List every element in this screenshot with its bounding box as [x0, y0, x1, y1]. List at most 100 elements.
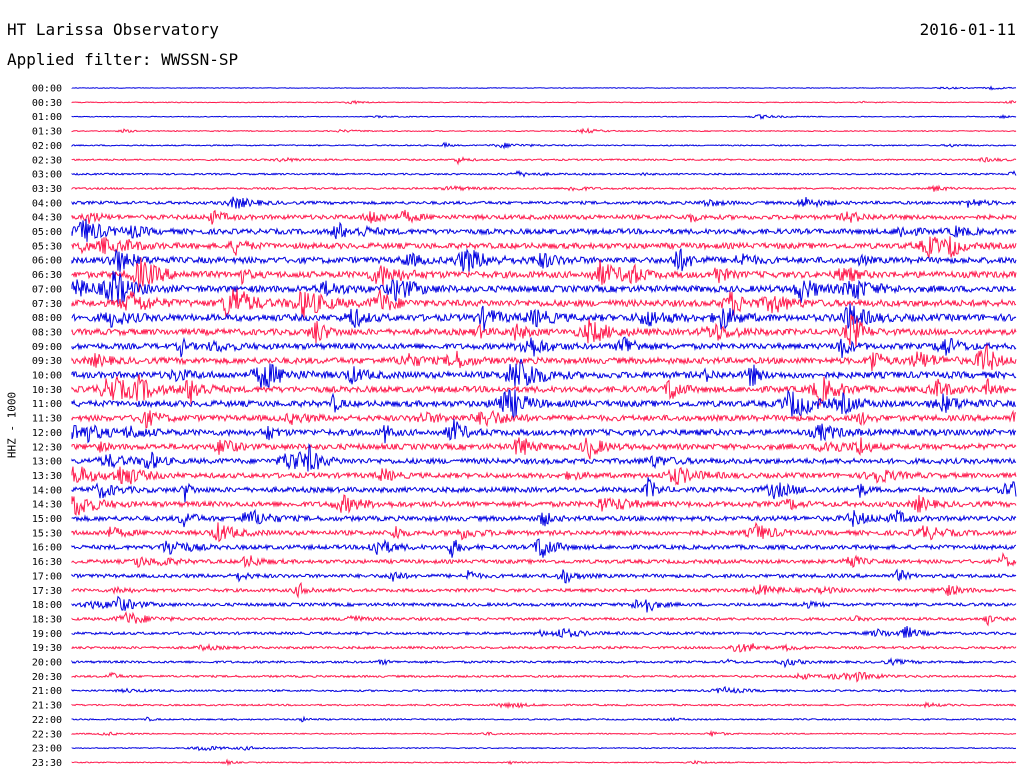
row-time-label: 03:00: [32, 170, 62, 181]
row-time-label: 13:30: [32, 471, 62, 482]
row-time-label: 20:00: [32, 658, 62, 669]
row-time-label: 17:30: [32, 586, 62, 597]
row-time-label: 22:30: [32, 729, 62, 740]
row-time-label: 16:00: [32, 543, 62, 554]
row-time-label: 10:30: [32, 385, 62, 396]
row-time-label: 08:30: [32, 327, 62, 338]
row-time-label: 11:00: [32, 399, 62, 410]
row-time-label: 15:30: [32, 528, 62, 539]
seismic-trace: [71, 715, 1017, 723]
row-time-label: 10:00: [32, 371, 62, 382]
row-time-label: 07:00: [32, 284, 62, 295]
row-time-label: 09:00: [32, 342, 62, 353]
row-time-label: 20:30: [32, 672, 62, 683]
seismic-trace: [71, 418, 1017, 444]
seismic-trace: [71, 141, 1017, 150]
row-time-label: 18:30: [32, 614, 62, 625]
seismic-trace: [71, 303, 1017, 331]
row-time-label: 23:30: [32, 758, 62, 769]
row-time-label: 21:00: [32, 686, 62, 697]
seismic-trace: [71, 581, 1017, 599]
seismic-trace: [71, 374, 1017, 407]
seismic-trace: [71, 758, 1017, 767]
row-time-label: 06:30: [32, 270, 62, 281]
row-time-label: 08:00: [32, 313, 62, 324]
seismic-trace: [71, 114, 1017, 120]
seismic-trace: [71, 99, 1017, 105]
row-time-label: 05:30: [32, 241, 62, 252]
row-time-label: 23:00: [32, 744, 62, 755]
trace-group: [71, 85, 1017, 767]
seismic-trace: [71, 568, 1017, 584]
row-time-label: 15:00: [32, 514, 62, 525]
seismic-trace: [71, 626, 1017, 639]
row-time-label: 11:30: [32, 414, 62, 425]
seismic-trace: [71, 437, 1017, 460]
row-time-label: 02:30: [32, 155, 62, 166]
row-time-label: 06:00: [32, 256, 62, 267]
row-time-label: 01:30: [32, 127, 62, 138]
seismic-trace: [71, 671, 1017, 683]
seismic-trace: [71, 494, 1017, 516]
tick-label-group: 00:00 00:30 01:00 01:30 02:00 02:30 03:00 03:30…: [32, 84, 62, 769]
seismic-trace: [71, 610, 1017, 627]
seismic-trace: [71, 521, 1017, 543]
row-time-label: 18:00: [32, 600, 62, 611]
row-time-label: 13:00: [32, 457, 62, 468]
seismic-trace: [71, 169, 1017, 178]
seismic-trace: [71, 196, 1017, 209]
seismic-trace: [71, 442, 1017, 472]
row-time-label: 12:30: [32, 442, 62, 453]
seismic-trace: [71, 657, 1017, 669]
row-time-label: 21:30: [32, 701, 62, 712]
row-time-label: 12:00: [32, 428, 62, 439]
seismic-trace: [71, 85, 1017, 91]
seismic-trace: [71, 508, 1017, 528]
seismic-trace: [71, 184, 1017, 192]
row-time-label: 00:30: [32, 98, 62, 109]
seismic-trace: [71, 643, 1017, 653]
seismic-trace: [71, 409, 1017, 429]
seismic-trace: [71, 729, 1017, 737]
seismic-trace: [71, 745, 1016, 752]
seismic-trace: [71, 358, 1017, 390]
row-time-label: 19:00: [32, 629, 62, 640]
row-time-label: 14:00: [32, 485, 62, 496]
row-time-label: 04:30: [32, 213, 62, 224]
seismic-trace: [71, 209, 1017, 225]
seismic-trace: [71, 236, 1017, 259]
record-date: 2016-01-11: [919, 20, 1016, 39]
seismic-trace: [71, 127, 1017, 135]
seismic-trace: [71, 257, 1017, 293]
seismic-trace: [71, 701, 1016, 710]
row-time-label: 01:00: [32, 112, 62, 123]
row-time-label: 17:00: [32, 571, 62, 582]
row-time-label: 14:30: [32, 500, 62, 511]
seismic-trace: [71, 388, 1017, 420]
row-time-label: 00:00: [32, 84, 62, 95]
row-time-label: 07:30: [32, 299, 62, 310]
row-time-label: 03:30: [32, 184, 62, 195]
seismic-trace: [71, 156, 1017, 166]
row-time-label: 19:30: [32, 643, 62, 654]
seismic-trace: [71, 466, 1017, 486]
seismic-trace: [71, 685, 1017, 694]
row-time-label: 02:00: [32, 141, 62, 152]
row-time-label: 04:00: [32, 198, 62, 209]
seismic-trace: [71, 218, 1017, 242]
seismic-trace: [71, 552, 1017, 569]
filter-label: Applied filter: WWSSN-SP: [7, 50, 239, 69]
seismic-trace: [71, 343, 1017, 371]
seismic-trace: [71, 288, 1017, 318]
row-time-label: 09:30: [32, 356, 62, 367]
seismic-trace: [71, 270, 1017, 304]
seismic-trace: [71, 538, 1017, 558]
row-time-label: 16:30: [32, 557, 62, 568]
station-title: HT Larissa Observatory: [7, 20, 219, 39]
seismic-trace: [71, 595, 1017, 613]
seismic-trace: [71, 477, 1017, 503]
seismic-trace: [71, 248, 1017, 273]
row-time-label: 22:00: [32, 715, 62, 726]
row-time-label: 05:00: [32, 227, 62, 238]
